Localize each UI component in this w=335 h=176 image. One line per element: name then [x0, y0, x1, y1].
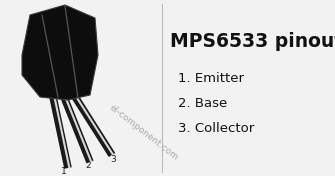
Polygon shape [22, 5, 98, 100]
Text: 3. Collector: 3. Collector [178, 122, 254, 135]
Text: MPS6533 pinout: MPS6533 pinout [170, 32, 335, 51]
Text: 1. Emitter: 1. Emitter [178, 72, 244, 85]
Text: 2. Base: 2. Base [178, 97, 227, 110]
Text: 3: 3 [110, 155, 116, 164]
Text: el-component.com: el-component.com [108, 103, 181, 162]
Text: 2: 2 [85, 162, 91, 171]
Text: 1: 1 [61, 168, 67, 176]
